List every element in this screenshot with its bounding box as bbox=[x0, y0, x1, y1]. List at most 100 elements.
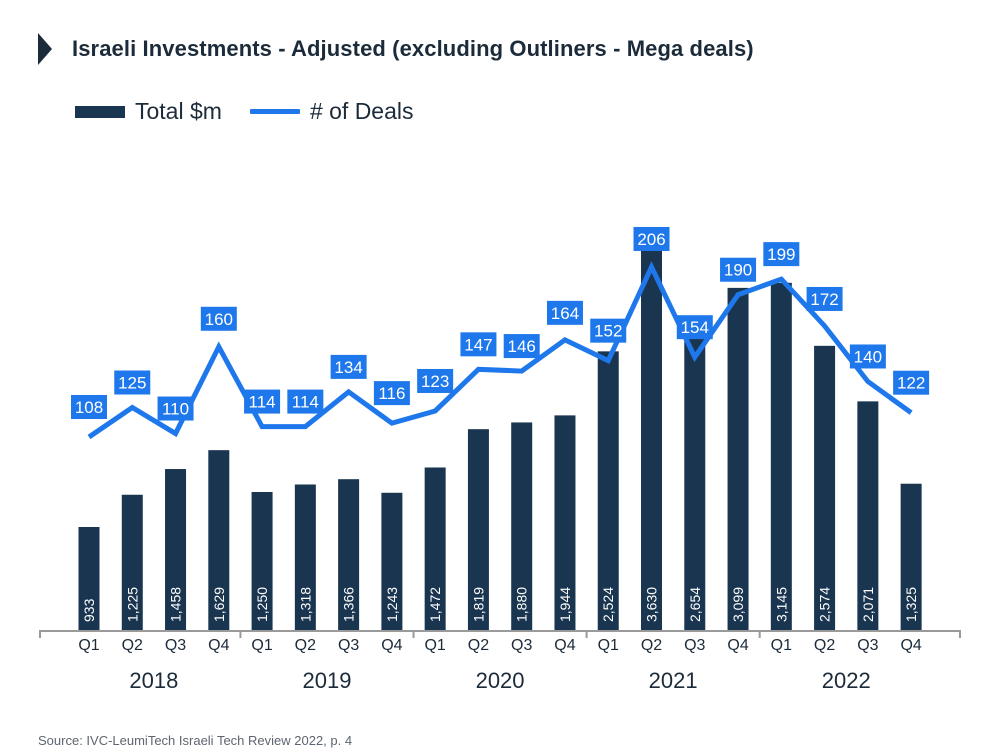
bar-value-label: 1,472 bbox=[427, 587, 443, 622]
deal-label-box bbox=[244, 389, 281, 414]
deal-value-label: 206 bbox=[637, 230, 665, 249]
x-tick-label: Q2 bbox=[295, 637, 316, 654]
bar bbox=[814, 345, 836, 630]
x-tick-label: Q1 bbox=[771, 637, 792, 654]
deal-label-box bbox=[806, 286, 843, 311]
bar bbox=[511, 422, 533, 630]
deal-label-box bbox=[503, 334, 540, 359]
legend-bar-swatch-icon bbox=[75, 105, 125, 118]
bar-value-label: 3,630 bbox=[644, 587, 660, 622]
bar-value-label: 3,099 bbox=[730, 587, 746, 622]
x-tick-label: Q3 bbox=[684, 637, 705, 654]
deal-value-label: 110 bbox=[162, 400, 189, 419]
deal-value-label: 152 bbox=[594, 322, 622, 341]
bar bbox=[641, 229, 663, 631]
bar bbox=[78, 526, 100, 630]
deal-value-label: 164 bbox=[551, 304, 579, 323]
bar bbox=[381, 492, 403, 630]
chart-title: Israeli Investments - Adjusted (excludin… bbox=[72, 36, 754, 61]
bar bbox=[165, 469, 187, 630]
bar-value-label: 933 bbox=[81, 598, 97, 622]
title-row: Israeli Investments - Adjusted (excludin… bbox=[38, 33, 754, 65]
legend: Total $m # of Deals bbox=[75, 98, 442, 125]
deal-value-label: 114 bbox=[249, 393, 276, 412]
bar-value-label: 1,819 bbox=[470, 587, 486, 622]
bar-value-label: 1,225 bbox=[124, 587, 140, 622]
bar bbox=[684, 336, 706, 630]
bar-value-label: 1,243 bbox=[384, 587, 400, 622]
x-tick-label: Q2 bbox=[641, 637, 662, 654]
bar-value-label: 1,366 bbox=[341, 587, 357, 622]
deal-label-box bbox=[373, 381, 410, 406]
deal-value-label: 108 bbox=[75, 398, 103, 417]
bar-value-label: 2,574 bbox=[817, 587, 833, 622]
x-tick-label: Q4 bbox=[727, 637, 748, 654]
x-axis: Q1 Q2 Q3 Q4 Q1 Q2 Q3 Q4 Q1 Q2 Q3 Q4 Q1 Q2 Q3 Q4 Q1 Q2 Q3 Q4… bbox=[39, 630, 961, 693]
deal-value-label: 140 bbox=[854, 347, 882, 366]
x-tick-label: Q4 bbox=[208, 637, 229, 654]
bar bbox=[857, 401, 879, 630]
deal-label-box bbox=[157, 396, 194, 421]
bar bbox=[554, 415, 576, 630]
deal-value-label: 146 bbox=[508, 337, 536, 356]
deal-value-label: 160 bbox=[205, 310, 233, 329]
deal-label-box bbox=[417, 368, 454, 393]
bar-value-label: 2,071 bbox=[860, 587, 876, 622]
deal-label-box bbox=[287, 389, 324, 414]
bar bbox=[900, 483, 922, 630]
bar bbox=[121, 494, 143, 630]
bar-value-label: 1,944 bbox=[557, 587, 573, 622]
deal-label-box bbox=[546, 300, 583, 325]
bar bbox=[251, 492, 273, 630]
bar bbox=[727, 287, 749, 630]
x-tick-label: Q2 bbox=[814, 637, 835, 654]
deal-label-box bbox=[71, 395, 107, 419]
year-label: 2018 bbox=[129, 668, 178, 693]
x-tick-label: Q4 bbox=[381, 637, 402, 654]
legend-label-total: Total $m bbox=[135, 98, 222, 124]
x-tick-label: Q1 bbox=[251, 637, 272, 654]
title-marker-icon bbox=[38, 33, 52, 65]
x-tick-label: Q4 bbox=[900, 637, 921, 654]
legend-item-deals: # of Deals bbox=[249, 98, 414, 125]
deal-value-label: 123 bbox=[421, 372, 449, 391]
bar-value-label: 1,318 bbox=[297, 587, 313, 622]
deal-value-label: 114 bbox=[292, 393, 319, 412]
x-tick-label: Q3 bbox=[511, 637, 532, 654]
deal-label-box bbox=[114, 370, 151, 395]
deal-value-label: 125 bbox=[118, 374, 146, 393]
legend-line-swatch-icon bbox=[249, 109, 300, 114]
deal-label-box bbox=[763, 242, 800, 267]
deals-line bbox=[87, 261, 913, 440]
deal-label-box bbox=[893, 370, 930, 395]
x-tick-label: Q2 bbox=[122, 637, 143, 654]
bar bbox=[597, 351, 619, 630]
bar-series: 933 1,225 1,458 1,629 1,250 1,318 1,366 1,243 1,… bbox=[78, 229, 922, 631]
bar-value-label: 3,145 bbox=[773, 587, 789, 622]
bar-value-label: 2,524 bbox=[600, 587, 616, 622]
deal-value-label: 172 bbox=[810, 290, 838, 309]
x-tick-label: Q3 bbox=[165, 637, 186, 654]
x-tick-label: Q4 bbox=[554, 637, 575, 654]
deal-label-box bbox=[849, 344, 886, 369]
bar-value-label: 1,458 bbox=[168, 587, 184, 622]
bar-value-label: 1,629 bbox=[211, 587, 227, 622]
bar bbox=[467, 429, 489, 630]
deal-value-label: 190 bbox=[724, 261, 752, 280]
bar bbox=[208, 450, 230, 630]
deal-label-box bbox=[460, 332, 497, 357]
deal-label-box bbox=[200, 306, 237, 331]
legend-label-deals: # of Deals bbox=[309, 98, 414, 124]
deal-label-box bbox=[590, 318, 627, 343]
x-tick-label: Q1 bbox=[598, 637, 619, 654]
bar bbox=[294, 484, 316, 630]
deal-label-box bbox=[330, 354, 367, 379]
year-label: 2022 bbox=[822, 668, 871, 693]
bar-value-label: 1,250 bbox=[254, 587, 270, 622]
deal-label-box bbox=[676, 315, 713, 340]
deal-value-label: 116 bbox=[378, 384, 405, 403]
deal-value-label: 147 bbox=[464, 335, 492, 354]
legend-item-total: Total $m bbox=[75, 98, 222, 125]
x-tick-label: Q1 bbox=[78, 637, 99, 654]
